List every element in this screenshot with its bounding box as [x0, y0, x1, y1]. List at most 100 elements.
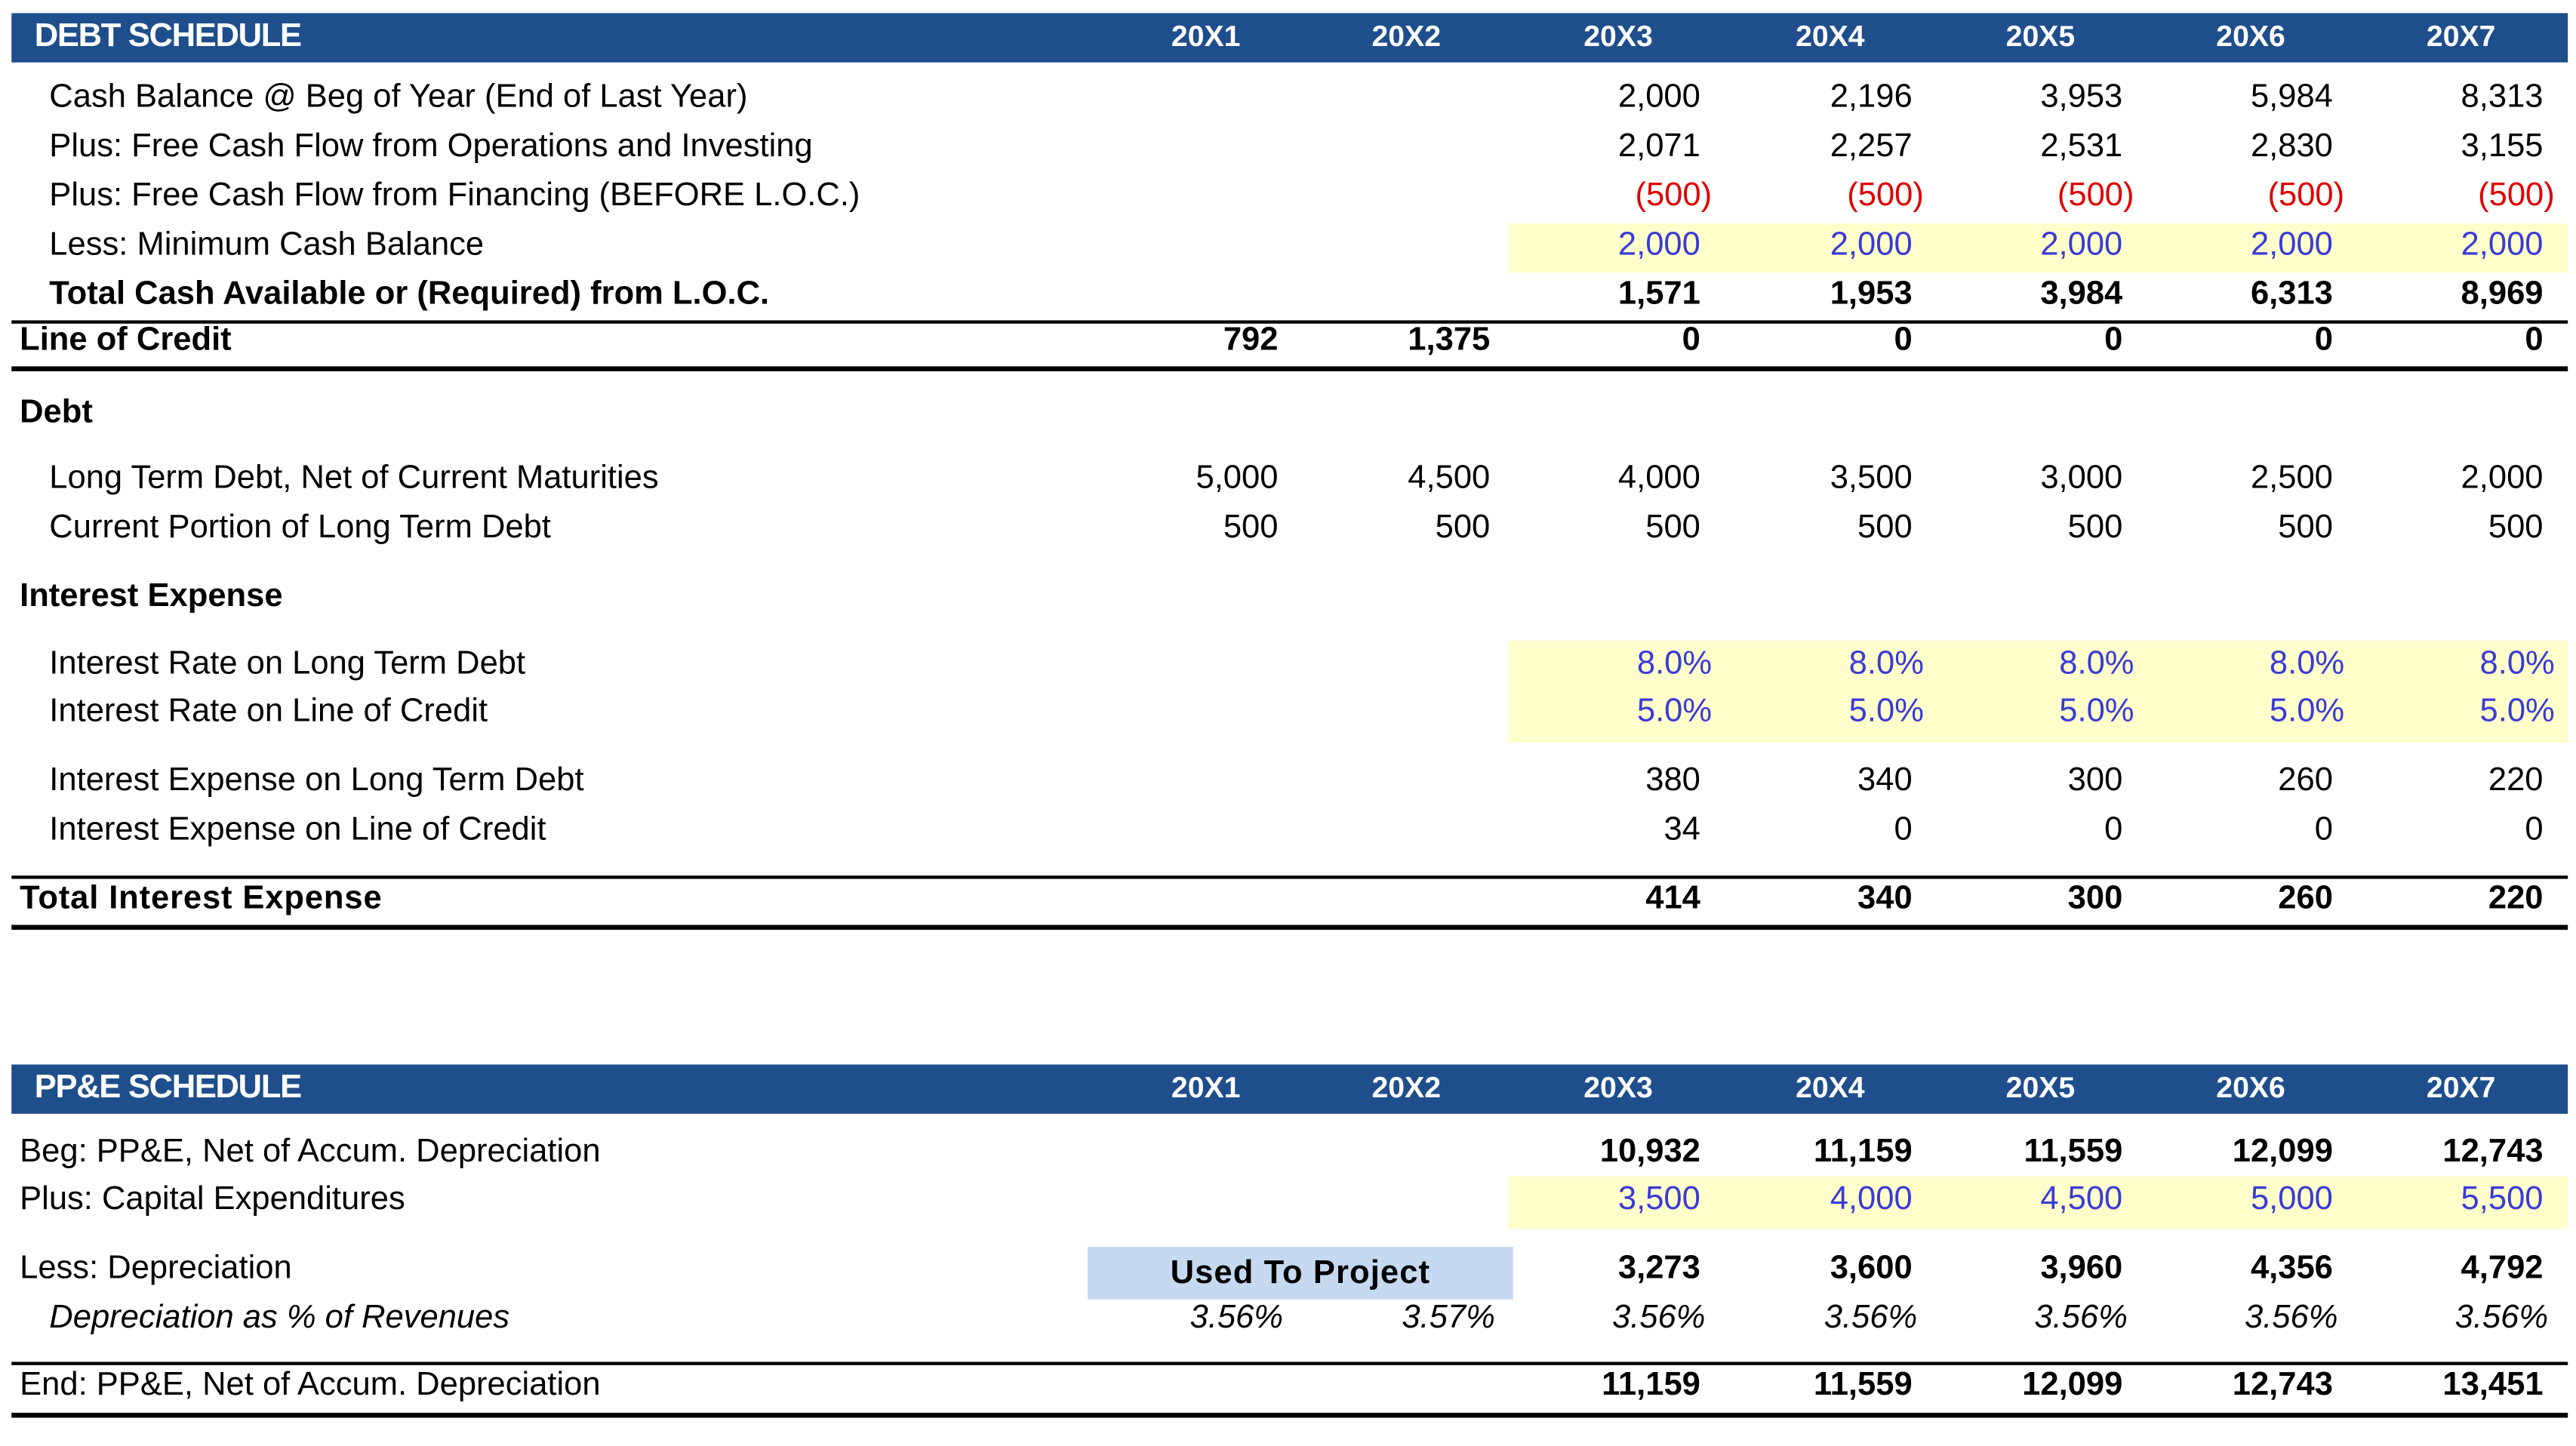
cell[interactable]: 2,000	[2461, 226, 2544, 263]
cell[interactable]: 13,451	[2442, 1367, 2544, 1403]
cell[interactable]: 8.0%	[2479, 645, 2555, 682]
cell[interactable]: 12,743	[2442, 1133, 2544, 1170]
cell[interactable]: 8,313	[2461, 78, 2544, 115]
cell[interactable]: 11,559	[2024, 1133, 2123, 1170]
cell[interactable]: 3.56%	[1190, 1299, 1284, 1336]
cell[interactable]: 300	[2067, 880, 2123, 917]
cell[interactable]: 2,000	[1617, 226, 1700, 263]
cell[interactable]: 1,953	[1830, 275, 1913, 312]
cell[interactable]: 5,500	[2461, 1181, 2544, 1217]
cell[interactable]: 2,071	[1617, 128, 1700, 165]
cell[interactable]: 2,000	[2040, 226, 2123, 263]
cell[interactable]: 12,099	[2022, 1367, 2123, 1403]
cell[interactable]: 2,531	[2040, 128, 2123, 165]
cell[interactable]: 10,932	[1599, 1133, 1700, 1170]
cell[interactable]: 4,000	[1830, 1181, 1913, 1217]
cell[interactable]: 3.56%	[2454, 1299, 2549, 1336]
cell[interactable]: 5.0%	[2269, 693, 2345, 730]
cell[interactable]: 8.0%	[1636, 645, 1713, 682]
cell[interactable]: 300	[2067, 761, 2123, 798]
cell[interactable]: 3.56%	[1611, 1299, 1706, 1336]
cell[interactable]: 11,159	[1602, 1367, 1700, 1403]
cell[interactable]: 0	[2314, 811, 2333, 848]
cell[interactable]: 11,559	[1813, 1367, 1913, 1403]
cell[interactable]: 1,571	[1617, 275, 1700, 312]
cell[interactable]: 3.56%	[2244, 1299, 2338, 1336]
cell[interactable]: 0	[2104, 322, 2123, 358]
cell[interactable]: 5,000	[1196, 460, 1279, 497]
cell[interactable]: 8.0%	[2059, 645, 2134, 682]
cell[interactable]: 0	[2314, 322, 2333, 358]
cell[interactable]: 6,313	[2250, 275, 2333, 312]
cell[interactable]: 3,000	[2040, 460, 2123, 497]
cell[interactable]: 2,000	[1617, 78, 1700, 115]
cell[interactable]: 2,000	[2461, 460, 2544, 497]
cell[interactable]: 3,500	[1830, 460, 1913, 497]
cell[interactable]: (500)	[1635, 177, 1713, 214]
cell[interactable]: 0	[1894, 811, 1913, 848]
cell[interactable]: 4,500	[2040, 1181, 2123, 1217]
cell[interactable]: 3.56%	[1824, 1299, 1918, 1336]
cell[interactable]: 11,159	[1813, 1133, 1913, 1170]
cell[interactable]: (500)	[2267, 177, 2345, 214]
cell[interactable]: 3,600	[1830, 1250, 1913, 1287]
cell[interactable]: 340	[1857, 761, 1913, 798]
cell[interactable]: 34	[1663, 811, 1700, 848]
cell[interactable]: (500)	[2478, 177, 2555, 214]
cell[interactable]: 4,792	[2461, 1250, 2544, 1287]
cell[interactable]: 500	[1645, 509, 1700, 546]
cell[interactable]: 5.0%	[2059, 693, 2134, 730]
cell[interactable]: 260	[2278, 880, 2333, 917]
cell[interactable]: 3,155	[2461, 128, 2544, 165]
cell[interactable]: 5.0%	[1848, 693, 1924, 730]
cell[interactable]: 2,500	[2250, 460, 2333, 497]
cell[interactable]: 5.0%	[2479, 693, 2555, 730]
cell[interactable]: 2,830	[2250, 128, 2333, 165]
cell[interactable]: 2,196	[1830, 78, 1913, 115]
cell[interactable]: 500	[2067, 509, 2123, 546]
cell[interactable]: 2,000	[2250, 226, 2333, 263]
cell[interactable]: 0	[2104, 811, 2123, 848]
cell[interactable]: 3,500	[1617, 1181, 1700, 1217]
cell[interactable]: (500)	[2057, 177, 2134, 214]
cell[interactable]: 0	[2525, 322, 2544, 358]
cell[interactable]: 3.56%	[2034, 1299, 2128, 1336]
cell[interactable]: 220	[2488, 880, 2544, 917]
cell[interactable]: (500)	[1847, 177, 1924, 214]
cell[interactable]: 12,743	[2232, 1367, 2333, 1403]
cell[interactable]: 260	[2278, 761, 2333, 798]
cell[interactable]: 2,257	[1830, 128, 1913, 165]
cell[interactable]: 3,984	[2040, 275, 2123, 312]
cell[interactable]: 500	[1435, 509, 1491, 546]
cell[interactable]: 5,984	[2250, 78, 2333, 115]
cell[interactable]: 1,375	[1408, 322, 1491, 358]
cell[interactable]: 792	[1223, 322, 1279, 358]
cell[interactable]: 2,000	[1830, 226, 1913, 263]
cell[interactable]: 3,960	[2040, 1250, 2123, 1287]
cell[interactable]: 8,969	[2461, 275, 2544, 312]
cell[interactable]: 380	[1645, 761, 1700, 798]
cell[interactable]: 5.0%	[1636, 693, 1713, 730]
cell[interactable]: 220	[2488, 761, 2544, 798]
cell[interactable]: 4,000	[1617, 460, 1700, 497]
cell[interactable]: 8.0%	[1848, 645, 1924, 682]
cell[interactable]: 500	[2488, 509, 2544, 546]
cell[interactable]: 3,953	[2040, 78, 2123, 115]
cell[interactable]: 4,356	[2250, 1250, 2333, 1287]
cell[interactable]: 0	[1894, 322, 1913, 358]
cell[interactable]: 340	[1857, 880, 1913, 917]
cell[interactable]: 500	[1857, 509, 1913, 546]
cell[interactable]: 5,000	[2250, 1181, 2333, 1217]
cell[interactable]: 3.57%	[1402, 1299, 1495, 1336]
cell[interactable]: 414	[1645, 880, 1700, 917]
cell[interactable]: 500	[2278, 509, 2333, 546]
cell[interactable]: 3,273	[1617, 1250, 1700, 1287]
cell[interactable]: 0	[2525, 811, 2544, 848]
input-highlight-capex	[1508, 1176, 2568, 1229]
cell[interactable]: 12,099	[2232, 1133, 2333, 1170]
cell[interactable]: 500	[1223, 509, 1279, 546]
cell[interactable]: 8.0%	[2269, 645, 2345, 682]
cell[interactable]: 4,500	[1408, 460, 1491, 497]
row-label: Current Portion of Long Term Debt	[49, 509, 551, 546]
cell[interactable]: 0	[1682, 322, 1700, 358]
